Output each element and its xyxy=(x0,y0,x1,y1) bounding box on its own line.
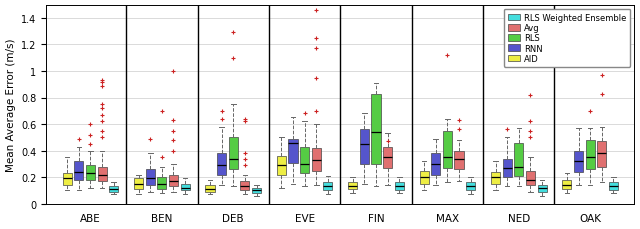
PathPatch shape xyxy=(502,159,512,177)
PathPatch shape xyxy=(526,171,535,185)
PathPatch shape xyxy=(276,156,286,175)
PathPatch shape xyxy=(217,154,226,175)
PathPatch shape xyxy=(538,185,547,192)
PathPatch shape xyxy=(586,140,595,169)
PathPatch shape xyxy=(180,184,189,191)
PathPatch shape xyxy=(443,131,452,168)
PathPatch shape xyxy=(134,179,143,189)
PathPatch shape xyxy=(169,175,178,187)
PathPatch shape xyxy=(109,187,118,192)
PathPatch shape xyxy=(514,143,524,176)
PathPatch shape xyxy=(205,185,214,192)
PathPatch shape xyxy=(74,161,83,180)
PathPatch shape xyxy=(228,138,238,169)
PathPatch shape xyxy=(300,147,309,173)
Legend: RLS Weighted Ensemble, Avg, RLS, RNN, AID: RLS Weighted Ensemble, Avg, RLS, RNN, AI… xyxy=(504,10,630,68)
PathPatch shape xyxy=(420,171,429,184)
PathPatch shape xyxy=(312,148,321,171)
PathPatch shape xyxy=(86,166,95,180)
PathPatch shape xyxy=(574,151,583,172)
PathPatch shape xyxy=(609,183,618,191)
PathPatch shape xyxy=(383,147,392,168)
PathPatch shape xyxy=(466,183,476,191)
PathPatch shape xyxy=(157,177,166,189)
PathPatch shape xyxy=(371,94,381,164)
PathPatch shape xyxy=(240,181,250,191)
PathPatch shape xyxy=(97,167,107,181)
PathPatch shape xyxy=(146,169,155,185)
PathPatch shape xyxy=(348,183,357,189)
PathPatch shape xyxy=(395,183,404,191)
PathPatch shape xyxy=(289,139,298,163)
PathPatch shape xyxy=(563,180,572,189)
PathPatch shape xyxy=(63,173,72,185)
PathPatch shape xyxy=(454,151,463,169)
PathPatch shape xyxy=(431,154,440,175)
PathPatch shape xyxy=(252,188,261,193)
PathPatch shape xyxy=(491,172,500,184)
Y-axis label: Mean Average Error (m/s): Mean Average Error (m/s) xyxy=(6,38,15,171)
PathPatch shape xyxy=(323,183,332,191)
PathPatch shape xyxy=(597,142,606,167)
PathPatch shape xyxy=(360,130,369,164)
